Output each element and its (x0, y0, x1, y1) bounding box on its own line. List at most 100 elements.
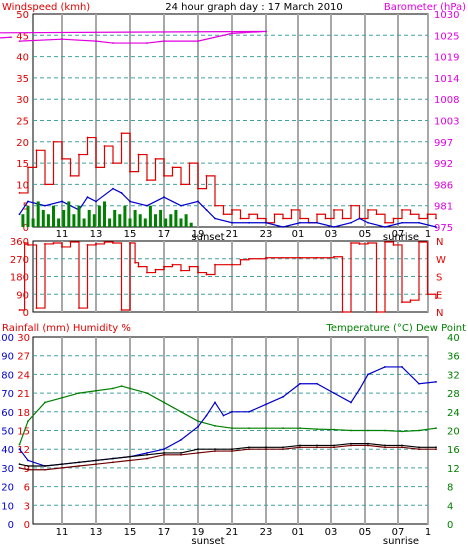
panel-2-series-2-point-5 (95, 459, 97, 462)
panel-2-series-0-point-7 (120, 385, 123, 387)
panel-1-series-0-point-2 (27, 244, 29, 246)
panel-0-series-1-point-20 (188, 162, 191, 165)
top-sunrise-label: sunrise (383, 232, 419, 243)
panel-2-series-1-point-28 (435, 380, 437, 383)
top-x-tick-9: 05 (359, 229, 372, 240)
panel-1-series-0-point-12 (112, 242, 114, 244)
panel-2-series-2-point-7 (129, 455, 131, 458)
wind-y-tick-8: 40 (16, 53, 29, 64)
panel-1-series-0-point-27 (239, 258, 242, 261)
panel-0-series-1-point-10 (103, 145, 106, 147)
panel-2-series-0-point-12 (197, 420, 199, 423)
panel-0-series-0-point-5 (163, 40, 165, 43)
panel-0-series-1-point-30 (273, 213, 276, 216)
panel-0-series-2-point-11 (163, 196, 165, 199)
windspeed-axis-title: Windspeed (kmh) (2, 2, 90, 13)
panel-2-series-3-point-19 (333, 446, 335, 449)
panel-2-series-3-point-25 (435, 448, 437, 451)
panel-2-series-3-point-8 (146, 457, 148, 460)
panel-1-series-0-point-3 (35, 307, 38, 309)
temp-y-tick-5: 20 (447, 427, 460, 438)
rain-y-tick-9: 27 (17, 352, 30, 363)
panel-2-series-1-point-22 (350, 401, 352, 404)
baro-y-tick-8: 1019 (434, 53, 459, 64)
panel-0-series-3-bar-22 (133, 209, 137, 227)
temp-y-tick-9: 36 (447, 352, 460, 363)
panel-1-series-0-point-14 (129, 242, 131, 244)
panel-2-series-3-line (19, 444, 436, 471)
bottom-x-tick-5: 21 (226, 527, 239, 538)
panel-0-series-0-point-13 (10, 36, 12, 39)
panel-1-series-0-point-4 (44, 243, 46, 245)
panel-2-series-0-point-20 (333, 428, 335, 431)
panel-0-series-1-point-2 (35, 149, 38, 152)
panel-0-series-2-point-20 (299, 221, 301, 224)
panel-1-series-0-point-16 (137, 265, 140, 268)
panel-0-series-3-bar-0 (21, 214, 25, 227)
panel-0-series-1-point-6 (69, 174, 72, 177)
panel-0-series-2-line (19, 187, 437, 228)
panel-0-series-3-bar-31 (179, 218, 183, 227)
humidity-y-tick-4: 40 (1, 445, 14, 456)
panel-1-series-0-point-1 (23, 242, 26, 244)
panel-0-series-3-bar-30 (174, 209, 178, 227)
panel-0-series-2-point-26 (384, 226, 386, 228)
top-x-tick-0: 11 (56, 229, 69, 240)
temp-y-tick-4: 16 (447, 445, 460, 456)
panel-2-series-3-point-16 (282, 448, 284, 451)
rain-y-tick-4: 12 (17, 445, 30, 456)
panel-0-series-3-bar-25 (148, 205, 152, 227)
panel-0-series-3-bar-3 (36, 201, 40, 227)
panel-2-series-3-point-12 (214, 450, 216, 452)
panel-1-series-0-point-28 (248, 257, 250, 260)
rain-y-tick-10: 30 (17, 333, 30, 344)
dir-y-tick-1: 90 (16, 290, 29, 301)
top-x-tick-8: 03 (325, 229, 338, 240)
humidity-y-tick-3: 30 (1, 464, 14, 475)
panel-0-series-1-point-44 (392, 217, 395, 220)
temp-y-tick-10: 40 (447, 333, 460, 344)
panel-0-series-1-point-49 (435, 217, 437, 220)
wind-y-tick-3: 15 (16, 159, 29, 170)
panel-0-series-0-point-0 (18, 40, 21, 43)
bottom-x-tick-0: 11 (56, 527, 69, 538)
baro-y-tick-1: 981 (434, 202, 453, 213)
panel-2-series-2-point-20 (350, 442, 352, 445)
panel-1-series-0-point-29 (265, 256, 267, 259)
panel-0-series-3-bar-7 (57, 218, 61, 227)
panel-1-series-0-point-17 (146, 271, 148, 274)
panel-0-series-2-point-7 (112, 187, 114, 190)
panel-0-series-1-point-47 (418, 217, 420, 220)
panel-2-series-3-point-9 (163, 453, 165, 456)
humidity-y-tick-2: 20 (1, 483, 14, 494)
panel-2-series-0-point-26 (435, 427, 437, 430)
panel-0-series-3-bar-17 (108, 218, 112, 227)
panel-0-series-1-point-12 (120, 132, 123, 135)
wind-y-tick-2: 10 (16, 180, 29, 191)
panel-0-series-1-point-31 (282, 217, 284, 220)
panel-2-series-1-point-9 (163, 448, 165, 451)
top-x-tick-4: 19 (192, 229, 205, 240)
panel-2-series-2-point-3 (61, 463, 63, 466)
panel-2-series-2-point-6 (112, 457, 114, 460)
panel-2-series-3-point-1 (27, 468, 29, 471)
dir-y-tick-0: 0 (23, 308, 29, 319)
panel-2-series-0-point-4 (78, 392, 80, 394)
panel-0-series-2-point-27 (401, 221, 403, 224)
panel-1-series-0-point-10 (95, 243, 97, 245)
panel-0-series-2-point-24 (358, 217, 361, 220)
panel-0-series-3-bar-26 (154, 214, 157, 227)
top-x-tick-7: 01 (292, 229, 305, 240)
temp-y-tick-8: 32 (447, 370, 460, 381)
panel-1-series-0-point-8 (78, 307, 80, 309)
baro-y-tick-2: 986 (434, 180, 453, 191)
panel-1-series-0-point-41 (401, 301, 403, 304)
panel-0-series-1-point-38 (341, 217, 344, 220)
panel-0-series-2-point-12 (180, 204, 182, 207)
panel-0-series-0-point-7 (231, 32, 233, 35)
panel-2-series-0-point-13 (214, 424, 216, 427)
panel-1-series-0-point-34 (341, 311, 344, 313)
wind-y-tick-0: 0 (23, 223, 29, 234)
wind-y-tick-7: 35 (16, 74, 29, 85)
panel-2-series-3-point-2 (44, 468, 46, 471)
